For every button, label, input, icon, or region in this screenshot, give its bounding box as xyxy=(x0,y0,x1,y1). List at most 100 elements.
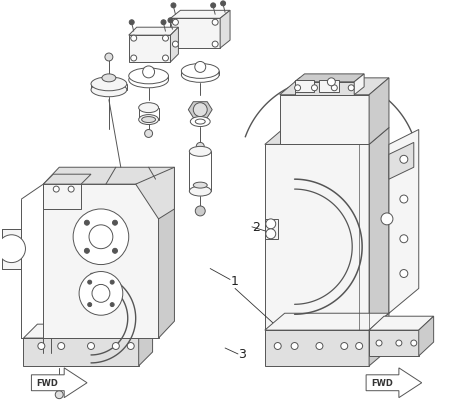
Ellipse shape xyxy=(139,115,158,125)
Circle shape xyxy=(110,280,114,284)
Circle shape xyxy=(195,207,205,216)
Circle shape xyxy=(400,196,408,203)
Circle shape xyxy=(220,2,226,7)
Circle shape xyxy=(173,42,178,48)
Circle shape xyxy=(195,62,206,73)
Polygon shape xyxy=(280,96,369,145)
Circle shape xyxy=(79,272,123,315)
Ellipse shape xyxy=(142,117,155,123)
Ellipse shape xyxy=(129,69,168,85)
Polygon shape xyxy=(24,338,139,366)
Polygon shape xyxy=(366,368,422,398)
Circle shape xyxy=(38,343,45,350)
Circle shape xyxy=(112,343,119,350)
Circle shape xyxy=(92,285,110,303)
Circle shape xyxy=(291,343,298,350)
Ellipse shape xyxy=(91,78,127,92)
Circle shape xyxy=(212,20,218,26)
Circle shape xyxy=(131,56,137,62)
Ellipse shape xyxy=(139,103,158,113)
Circle shape xyxy=(400,270,408,278)
Polygon shape xyxy=(265,220,278,239)
Circle shape xyxy=(376,340,382,346)
Polygon shape xyxy=(265,128,389,145)
Polygon shape xyxy=(295,75,364,83)
Circle shape xyxy=(88,343,94,350)
Text: FWD: FWD xyxy=(371,378,393,387)
Polygon shape xyxy=(158,168,174,338)
Polygon shape xyxy=(369,316,434,330)
Ellipse shape xyxy=(182,64,219,79)
Circle shape xyxy=(68,187,74,193)
Ellipse shape xyxy=(182,68,219,83)
Polygon shape xyxy=(43,185,81,209)
Ellipse shape xyxy=(189,147,211,157)
Polygon shape xyxy=(369,313,389,366)
Text: 3: 3 xyxy=(238,347,246,360)
Polygon shape xyxy=(389,130,419,313)
Circle shape xyxy=(331,85,337,92)
Circle shape xyxy=(356,343,363,350)
Circle shape xyxy=(88,280,91,284)
Text: 2: 2 xyxy=(252,221,260,234)
Circle shape xyxy=(53,187,59,193)
Circle shape xyxy=(316,343,323,350)
Circle shape xyxy=(341,343,348,350)
Ellipse shape xyxy=(195,120,205,125)
Circle shape xyxy=(274,343,281,350)
Ellipse shape xyxy=(91,83,127,98)
Polygon shape xyxy=(171,19,220,49)
Polygon shape xyxy=(24,324,153,338)
Circle shape xyxy=(161,21,166,26)
Circle shape xyxy=(210,4,216,9)
Circle shape xyxy=(112,221,118,226)
Circle shape xyxy=(266,220,276,229)
Circle shape xyxy=(89,225,113,249)
Polygon shape xyxy=(369,330,419,356)
Polygon shape xyxy=(129,28,178,36)
Circle shape xyxy=(212,42,218,48)
Circle shape xyxy=(400,156,408,164)
Circle shape xyxy=(266,229,276,239)
Circle shape xyxy=(163,56,168,62)
Polygon shape xyxy=(31,368,87,398)
Circle shape xyxy=(381,213,393,225)
Circle shape xyxy=(171,4,176,9)
Polygon shape xyxy=(265,330,369,366)
Polygon shape xyxy=(369,79,389,145)
Circle shape xyxy=(143,67,155,79)
Text: 1: 1 xyxy=(231,274,239,287)
Circle shape xyxy=(396,340,402,346)
Polygon shape xyxy=(369,128,389,330)
Text: FWD: FWD xyxy=(36,378,58,387)
Circle shape xyxy=(110,303,114,307)
Circle shape xyxy=(168,19,173,23)
Polygon shape xyxy=(265,145,369,330)
Circle shape xyxy=(145,130,153,138)
Polygon shape xyxy=(295,83,354,96)
Polygon shape xyxy=(129,36,171,63)
Circle shape xyxy=(411,340,417,346)
Circle shape xyxy=(127,343,134,350)
Polygon shape xyxy=(1,229,21,269)
Polygon shape xyxy=(354,75,364,96)
Polygon shape xyxy=(419,316,434,356)
Polygon shape xyxy=(280,79,389,96)
Circle shape xyxy=(348,85,354,92)
Polygon shape xyxy=(43,168,174,185)
Circle shape xyxy=(105,54,113,62)
Circle shape xyxy=(131,36,137,42)
Polygon shape xyxy=(136,168,174,220)
Polygon shape xyxy=(265,313,389,330)
Ellipse shape xyxy=(129,73,168,89)
Circle shape xyxy=(84,221,90,226)
Circle shape xyxy=(328,79,335,87)
Polygon shape xyxy=(389,143,414,180)
Circle shape xyxy=(400,235,408,243)
Ellipse shape xyxy=(193,183,207,189)
Circle shape xyxy=(112,249,118,254)
Ellipse shape xyxy=(102,75,116,83)
Polygon shape xyxy=(43,175,91,185)
Polygon shape xyxy=(220,11,230,49)
Circle shape xyxy=(173,20,178,26)
